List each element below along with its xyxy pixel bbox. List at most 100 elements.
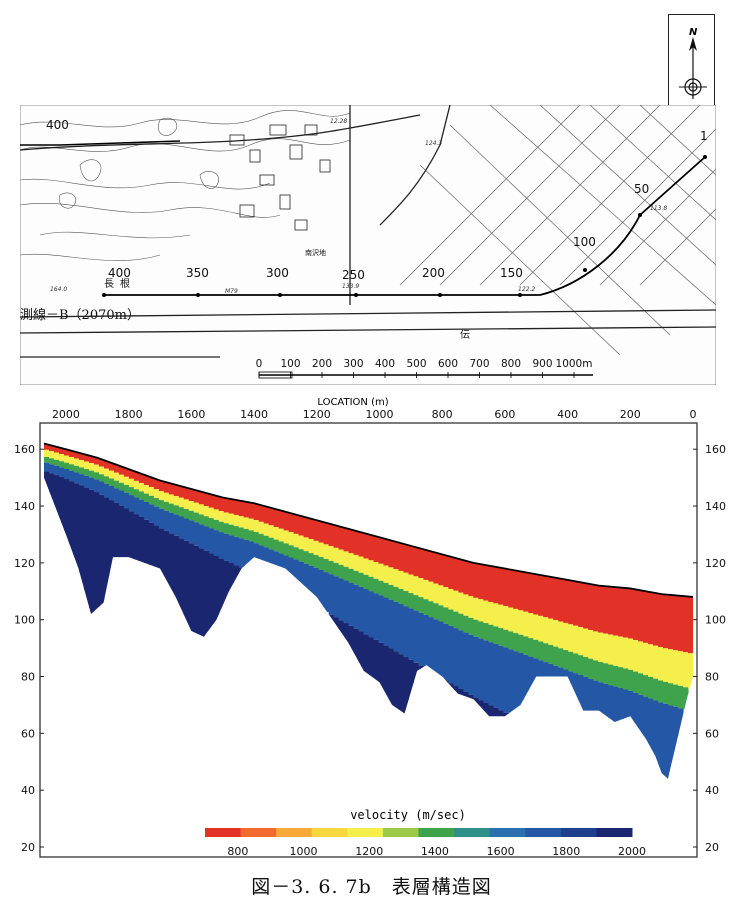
velocity-cell [518, 652, 524, 719]
velocity-cell [443, 555, 449, 588]
velocity-cell [208, 528, 215, 554]
velocity-cell [548, 618, 554, 645]
velocity-cell [393, 586, 400, 602]
velocity-cell [73, 483, 80, 578]
velocity-cell [658, 680, 664, 703]
place-label: 南沢地 [305, 248, 326, 257]
velocity-cell [448, 625, 454, 684]
velocity-cell [123, 508, 130, 572]
velocity-cell [493, 626, 499, 644]
velocity-cell [83, 454, 90, 462]
velocity-cell [468, 634, 474, 695]
velocity-cell [303, 537, 310, 552]
velocity-cell [113, 502, 120, 572]
velocity-cell [553, 620, 559, 647]
velocity-cell [58, 477, 65, 538]
velocity-cell [63, 468, 70, 480]
elevation-mark: 133.9 [342, 283, 359, 290]
velocity-cell [53, 465, 60, 476]
velocity-cell [228, 524, 235, 536]
velocity-cell [638, 694, 644, 746]
velocity-cell [368, 534, 375, 561]
velocity-cell [258, 545, 265, 574]
velocity-cell [98, 494, 105, 619]
velocity-cell [288, 513, 295, 533]
velocity-cell [348, 625, 355, 662]
velocity-cell [613, 665, 619, 687]
scale-tick-label: 1000m [556, 358, 593, 370]
velocity-cell [558, 648, 564, 668]
velocity-cell [518, 634, 524, 653]
velocity-cell [278, 528, 285, 542]
velocity-cell [373, 593, 380, 640]
velocity-cell [308, 565, 315, 604]
velocity-cell [643, 642, 649, 676]
velocity-cell [98, 481, 105, 495]
velocity-cell [53, 452, 60, 460]
legend-tick-label: 1400 [421, 845, 449, 858]
velocity-cell [353, 554, 360, 571]
station-label: 1 [700, 129, 708, 143]
velocity-cell [143, 493, 150, 502]
velocity-cell [408, 593, 415, 609]
legend-swatch [276, 828, 313, 837]
velocity-cell [403, 606, 410, 658]
velocity-cell [438, 605, 444, 622]
velocity-cell [633, 671, 639, 693]
velocity-cell [53, 475, 60, 525]
velocity-cell [583, 676, 589, 725]
velocity-cell [298, 535, 305, 550]
velocity-cell [398, 654, 405, 726]
scale-tick-label: 600 [438, 358, 458, 370]
velocity-cell [148, 522, 155, 580]
velocity-cell [668, 649, 674, 684]
velocity-cell [623, 637, 629, 669]
velocity-cell [368, 591, 375, 638]
velocity-cell [503, 647, 509, 713]
velocity-cell [578, 675, 584, 720]
velocity-cell [413, 610, 420, 663]
velocity-cell [673, 684, 679, 707]
velocity-cell [423, 549, 430, 580]
scale-tick-label: 400 [375, 358, 395, 370]
velocity-cell [568, 651, 574, 672]
velocity-cell [268, 525, 275, 538]
ground-surface-line [43, 442, 694, 598]
velocity-cell [473, 619, 479, 637]
velocity-cell [333, 525, 340, 548]
velocity-cell [113, 480, 120, 489]
velocity-cell [223, 512, 230, 524]
velocity-cell [343, 528, 350, 552]
velocity-cell [388, 584, 395, 600]
velocity-cell [528, 573, 534, 614]
velocity-cell [168, 494, 175, 504]
velocity-cell [298, 515, 305, 536]
x-tick-label: 2000 [52, 408, 80, 421]
velocity-cell [588, 678, 594, 725]
velocity-cell [603, 663, 609, 684]
velocity-cell [308, 539, 315, 554]
velocity-cell [518, 610, 524, 635]
velocity-cell [483, 600, 489, 624]
velocity-cell [398, 604, 405, 655]
velocity-cell [298, 561, 305, 597]
velocity-cell [153, 479, 160, 490]
velocity-cell [338, 578, 345, 621]
velocity-cell [193, 512, 200, 523]
velocity-cell [118, 505, 125, 572]
velocity-cell [108, 470, 115, 479]
legend-tick-label: 1000 [290, 845, 318, 858]
velocity-cell [178, 516, 185, 539]
velocity-cell [678, 595, 684, 652]
velocity-cell [383, 539, 390, 566]
velocity-cell [308, 518, 315, 540]
velocity-cell [213, 519, 220, 531]
velocity-cell [438, 621, 444, 678]
place-label: 長 [104, 278, 114, 290]
velocity-cell [608, 586, 614, 635]
velocity-cell [378, 580, 385, 596]
velocity-cell [88, 470, 95, 478]
velocity-cell [363, 533, 370, 559]
velocity-cell [248, 502, 255, 519]
legend-title: velocity (m/sec) [350, 808, 466, 822]
